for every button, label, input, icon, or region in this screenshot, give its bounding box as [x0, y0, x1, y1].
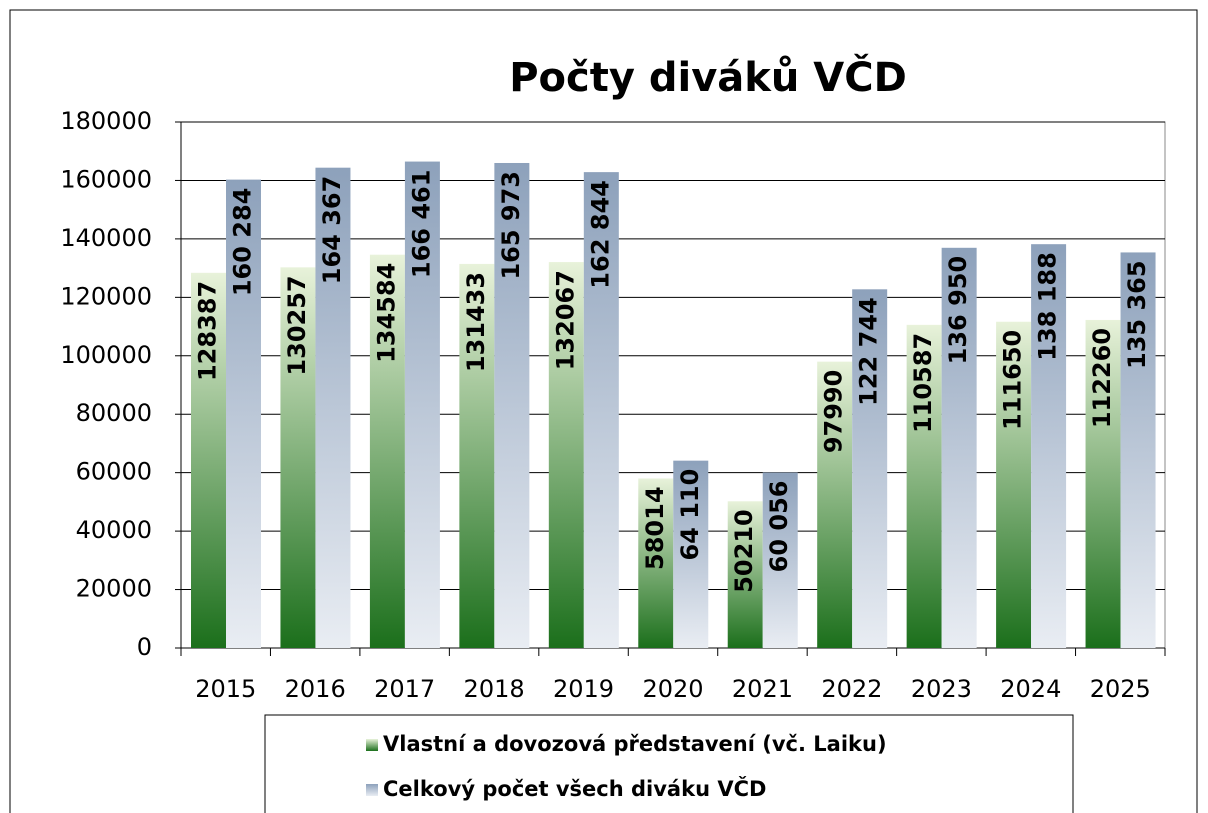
data-label: 50210 — [730, 509, 758, 593]
data-label: 134584 — [372, 263, 400, 363]
data-label: 97990 — [820, 370, 848, 454]
legend-swatch — [366, 784, 378, 796]
legend-label: Vlastní a dovozová představení (vč. Laik… — [383, 732, 887, 756]
data-label: 165 973 — [497, 171, 525, 280]
x-tick-label: 2015 — [195, 675, 256, 703]
y-tick-label: 100000 — [60, 341, 152, 369]
bar — [906, 324, 942, 648]
bar — [369, 254, 405, 648]
data-label: 111650 — [999, 330, 1027, 430]
bar — [404, 161, 440, 648]
y-tick-label: 40000 — [76, 516, 152, 544]
data-label: 122 744 — [855, 297, 883, 406]
data-label: 112260 — [1088, 328, 1116, 428]
x-tick-label: 2023 — [911, 675, 972, 703]
y-tick-label: 60000 — [76, 458, 152, 486]
bar — [1031, 244, 1067, 648]
bar — [280, 267, 316, 648]
legend-swatch — [366, 739, 378, 751]
x-tick-label: 2016 — [285, 675, 346, 703]
bar — [941, 247, 977, 648]
bar — [1120, 252, 1156, 648]
x-tick-label: 2025 — [1090, 675, 1151, 703]
bar — [191, 272, 226, 648]
x-tick-label: 2021 — [732, 675, 793, 703]
bar — [315, 167, 351, 648]
bar — [673, 460, 709, 648]
data-label: 135 365 — [1123, 260, 1151, 369]
bar — [638, 478, 674, 648]
x-tick-label: 2017 — [374, 675, 435, 703]
data-label: 160 284 — [229, 188, 257, 297]
bar — [459, 263, 495, 648]
x-tick-label: 2018 — [464, 675, 525, 703]
bar — [852, 289, 888, 648]
x-tick-label: 2024 — [1000, 675, 1061, 703]
data-label: 162 844 — [586, 180, 614, 289]
legend-box — [264, 714, 1074, 813]
y-tick-label: 180000 — [60, 107, 152, 135]
x-tick-label: 2020 — [642, 675, 703, 703]
data-label: 131433 — [462, 272, 490, 372]
y-tick-label: 140000 — [60, 224, 152, 252]
bar — [583, 172, 619, 648]
bar — [226, 179, 261, 648]
bar — [727, 501, 763, 648]
y-tick-label: 0 — [137, 633, 152, 661]
y-tick-label: 20000 — [76, 575, 152, 603]
data-label: 136 950 — [944, 256, 972, 365]
data-label: 60 056 — [765, 481, 793, 573]
data-label: 164 367 — [318, 176, 346, 285]
data-label: 132067 — [551, 270, 579, 370]
bar — [996, 321, 1032, 648]
data-label: 128387 — [194, 281, 222, 381]
data-label: 138 188 — [1034, 252, 1062, 361]
y-tick-label: 160000 — [60, 165, 152, 193]
y-tick-label: 120000 — [60, 282, 152, 310]
bar — [762, 472, 798, 648]
data-label: 58014 — [641, 486, 669, 570]
bar — [1085, 319, 1121, 648]
data-label: 110587 — [909, 333, 937, 433]
bar — [817, 361, 853, 648]
data-label: 64 110 — [676, 469, 704, 561]
x-tick-label: 2022 — [821, 675, 882, 703]
y-tick-label: 80000 — [76, 399, 152, 427]
chart-title: Počty diváků VČD — [509, 53, 907, 101]
data-label: 166 461 — [407, 170, 435, 279]
x-tick-label: 2019 — [553, 675, 614, 703]
legend-label: Celkový počet všech diváku VČD — [383, 776, 766, 801]
data-label: 130257 — [283, 275, 311, 375]
bar — [548, 262, 584, 648]
bar — [494, 162, 530, 649]
